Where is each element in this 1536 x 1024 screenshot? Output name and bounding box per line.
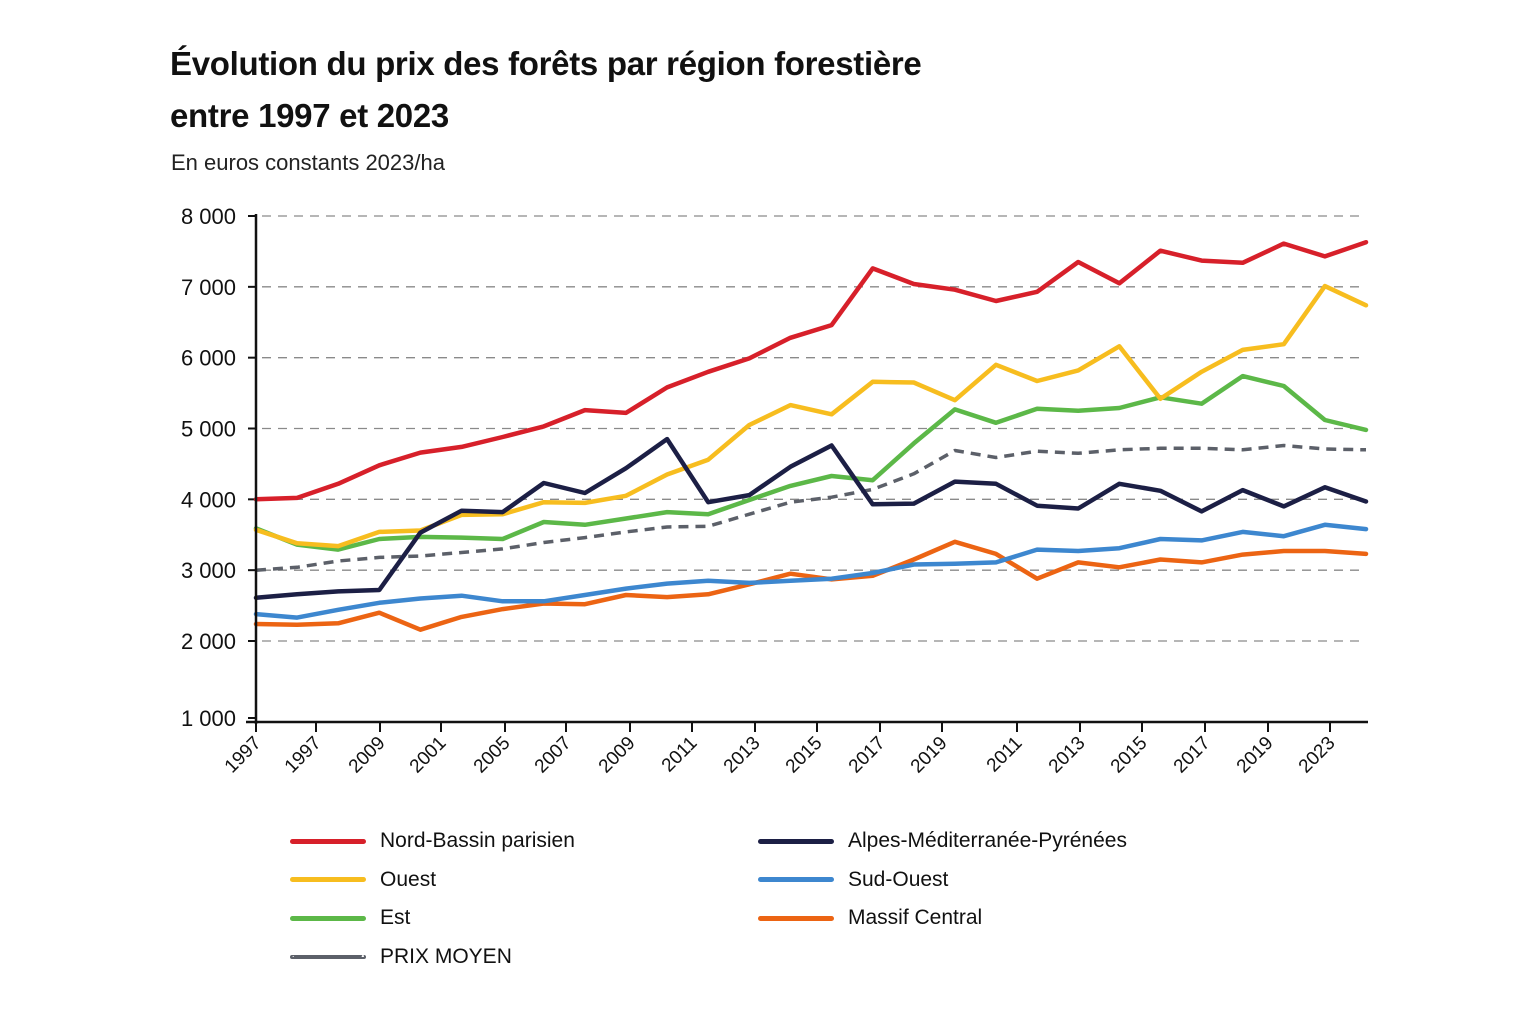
legend-swatch — [290, 954, 366, 959]
legend-label: Alpes-Méditerranée-Pyrénées — [848, 829, 1127, 852]
series-line-prix-moyen — [255, 443, 1367, 572]
x-tick-label: 2019 — [1233, 733, 1278, 778]
chart-title-line-1: Évolution du prix des forêts par région … — [170, 45, 922, 82]
series-lines — [253, 239, 1369, 632]
x-axis-ticks: 1997 1997 2009 2001 2005 2007 2009 2011 2013 2015… — [221, 722, 1340, 777]
legend-item: Massif Central — [758, 899, 982, 937]
x-tick-label: 2015 — [782, 733, 827, 778]
series-line-est — [253, 373, 1369, 552]
x-tick-label: 1997 — [281, 733, 326, 778]
legend-swatch — [758, 915, 834, 921]
legend-item: Nord-Bassin parisien — [290, 822, 575, 860]
x-tick-label: 2011 — [983, 733, 1027, 777]
legend-swatch — [290, 838, 366, 844]
x-tick-label: 2017 — [845, 733, 890, 778]
y-tick-label: 5 000 — [181, 417, 236, 442]
legend-item: Alpes-Méditerranée-Pyrénées — [758, 822, 1127, 860]
legend-item: PRIX MOYEN — [290, 938, 512, 976]
y-tick-label: 6 000 — [181, 346, 236, 371]
chart-subtitle: En euros constants 2023/ha — [171, 150, 445, 175]
series-line-sud-ouest — [253, 522, 1369, 620]
y-tick-label: 8 000 — [181, 204, 236, 229]
x-tick-label: 2013 — [720, 733, 765, 778]
legend-swatch — [758, 838, 834, 844]
y-tick-label: 1 000 — [181, 706, 236, 731]
y-tick-label: 3 000 — [181, 558, 236, 583]
legend-label: Sud-Ouest — [848, 867, 949, 891]
x-tick-label: 2005 — [470, 733, 515, 778]
grid-lines — [262, 215, 1362, 642]
x-tick-label: 2009 — [595, 733, 640, 778]
x-tick-label: 2011 — [658, 733, 702, 777]
legend-label: Est — [380, 906, 411, 929]
legend-swatch — [290, 877, 366, 882]
series-line-ouest — [253, 283, 1369, 549]
chart-title: Évolution du prix des forêts par région … — [170, 38, 1270, 142]
x-tick-label: 2023 — [1295, 733, 1340, 778]
legend-swatch — [758, 877, 834, 882]
y-tick-label: 2 000 — [181, 629, 236, 654]
y-tick-label: 4 000 — [181, 487, 236, 512]
x-tick-label: 2019 — [907, 733, 952, 778]
y-tick-label: 7 000 — [181, 275, 236, 300]
x-tick-label: 2009 — [345, 733, 390, 778]
legend-label: Ouest — [380, 867, 437, 891]
x-tick-label: 1997 — [221, 733, 266, 778]
legend-label: PRIX MOYEN — [380, 944, 512, 968]
x-tick-label: 2013 — [1045, 733, 1090, 778]
legend-item: Ouest — [290, 861, 436, 899]
series-line-alpes-m-diterran-e-pyr-n-es — [253, 436, 1369, 601]
x-tick-label: 2015 — [1107, 733, 1152, 778]
chart-title-line-2: entre 1997 et 2023 — [170, 97, 449, 134]
x-tick-label: 2001 — [406, 733, 451, 778]
legend-item: Est — [290, 899, 410, 937]
series-line-nord-bassin-parisien — [253, 239, 1369, 502]
legend-item: Sud-Ouest — [758, 861, 948, 899]
legend-label: Massif Central — [848, 906, 983, 929]
legend-label: Nord-Bassin parisien — [380, 829, 575, 852]
x-tick-label: 2007 — [531, 733, 576, 778]
series-line-massif-central — [253, 539, 1369, 632]
legend: Nord-Bassin parisien Alpes-Méditerranée-P… — [290, 822, 1250, 982]
x-tick-label: 2017 — [1170, 733, 1215, 778]
legend-swatch — [290, 915, 366, 921]
y-axis-ticks: 1 000 2 000 3 000 4 000 5 000 6 000 7 000 8 000 — [181, 204, 256, 731]
